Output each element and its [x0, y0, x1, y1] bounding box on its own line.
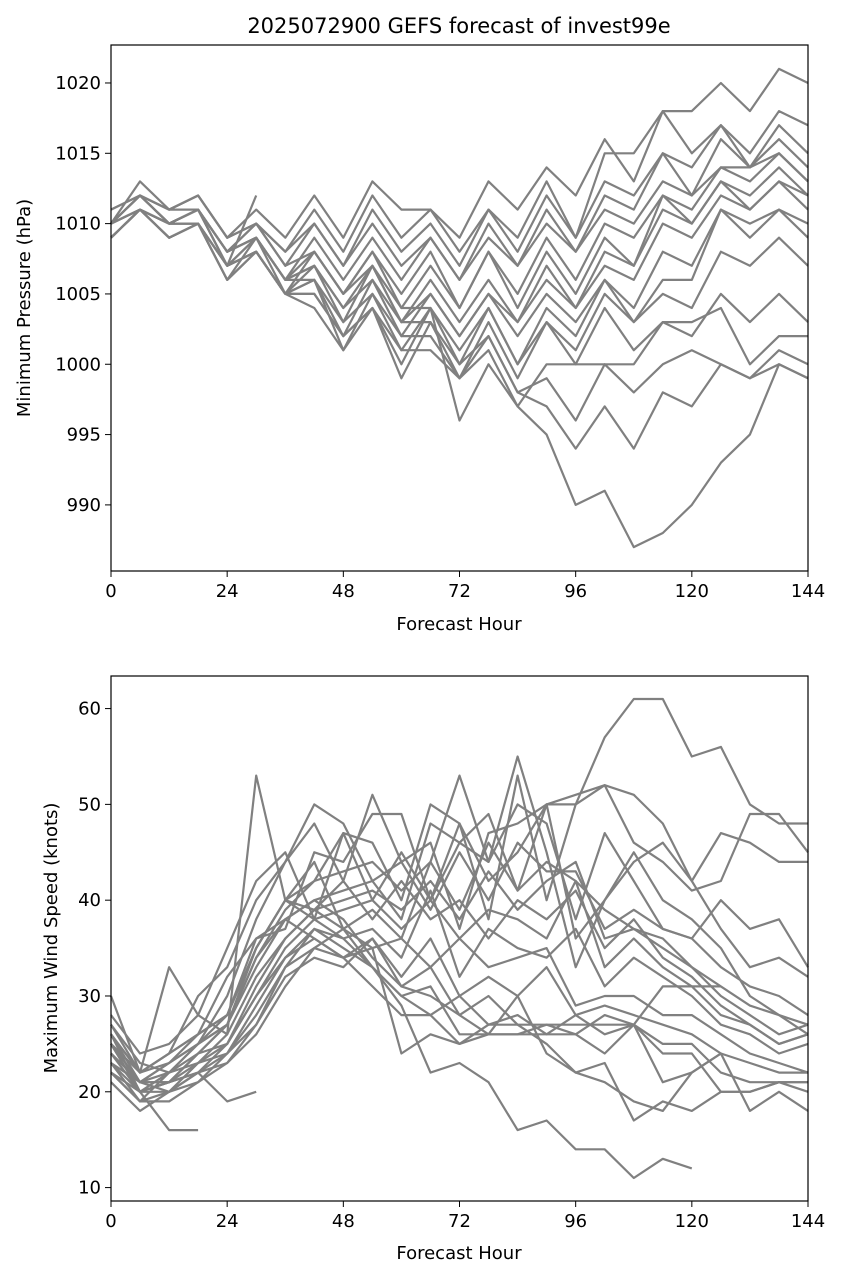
pressure-y-tick-label: 1015 — [55, 143, 101, 164]
wind-x-tick-label: 72 — [448, 1211, 471, 1232]
pressure-y-tick-label: 1020 — [55, 73, 101, 94]
pressure-x-tick-label: 48 — [332, 581, 355, 602]
pressure-x-axis: 0 24 48 72 96 120 144 — [105, 571, 825, 602]
wind-y-tick-label: 10 — [78, 1178, 101, 1199]
pressure-y-axis: 990 995 1000 1005 1010 1015 1020 — [55, 73, 111, 516]
pressure-y-tick-label: 1010 — [55, 214, 101, 235]
pressure-x-axis-label: Forecast Hour — [396, 614, 522, 635]
pressure-x-tick-label: 0 — [105, 581, 116, 602]
wind-member-line-19 — [110, 937, 809, 1112]
chart-title: 2025072900 GEFS forecast of invest99e — [247, 14, 670, 38]
wind-y-tick-label: 50 — [78, 794, 101, 815]
wind-member-line-7 — [110, 803, 809, 1084]
wind-y-tick-label: 20 — [78, 1082, 101, 1103]
wind-member-line-6 — [110, 784, 809, 1074]
wind-y-axis: 10 20 30 40 50 60 — [78, 699, 111, 1199]
wind-x-axis-label: Forecast Hour — [396, 1243, 522, 1264]
wind-member-line-15 — [110, 927, 809, 1112]
pressure-y-axis-label: Minimum Pressure (hPa) — [14, 199, 35, 417]
pressure-member-line-2 — [110, 67, 809, 239]
pressure-x-tick-label: 72 — [448, 581, 471, 602]
pressure-y-tick-label: 1000 — [55, 354, 101, 375]
wind-member-line-18 — [110, 927, 808, 1093]
wind-member-line-16 — [110, 937, 808, 1103]
wind-x-tick-label: 48 — [332, 1211, 355, 1232]
wind-y-tick-label: 60 — [78, 699, 101, 720]
wind-member-line-23 — [110, 899, 722, 1112]
pressure-y-tick-label: 1005 — [55, 284, 101, 305]
pressure-member-line-13 — [110, 208, 809, 366]
wind-chart: 0 24 48 72 96 120 144 10 20 30 40 50 60 Forecast Ho… — [41, 675, 825, 1264]
wind-y-tick-label: 30 — [78, 986, 101, 1007]
pressure-y-tick-label: 995 — [67, 425, 101, 446]
wind-x-tick-label: 120 — [675, 1211, 709, 1232]
wind-x-axis: 0 24 48 72 96 120 144 — [105, 1201, 825, 1232]
pressure-series-group — [110, 67, 809, 549]
wind-x-tick-label: 24 — [216, 1211, 239, 1232]
wind-member-line-11 — [110, 860, 809, 1084]
wind-x-tick-label: 144 — [791, 1211, 825, 1232]
pressure-y-tick-label: 990 — [67, 495, 101, 516]
pressure-member-line-17 — [110, 194, 809, 450]
wind-x-tick-label: 96 — [564, 1211, 587, 1232]
wind-y-axis-label: Maximum Wind Speed (knots) — [41, 803, 62, 1074]
pressure-member-line-3 — [110, 110, 809, 253]
pressure-x-tick-label: 144 — [791, 581, 825, 602]
wind-series-group — [109, 697, 809, 1180]
wind-member-line-21 — [110, 899, 693, 1180]
wind-x-tick-label: 0 — [105, 1211, 116, 1232]
wind-member-line-22 — [110, 899, 721, 1084]
pressure-x-tick-label: 24 — [216, 581, 239, 602]
pressure-member-line-18 — [110, 194, 809, 549]
pressure-chart: 2025072900 GEFS forecast of invest99e 0 2… — [14, 14, 825, 635]
wind-y-tick-label: 40 — [78, 890, 101, 911]
pressure-x-tick-label: 120 — [675, 581, 709, 602]
pressure-x-tick-label: 96 — [564, 581, 587, 602]
